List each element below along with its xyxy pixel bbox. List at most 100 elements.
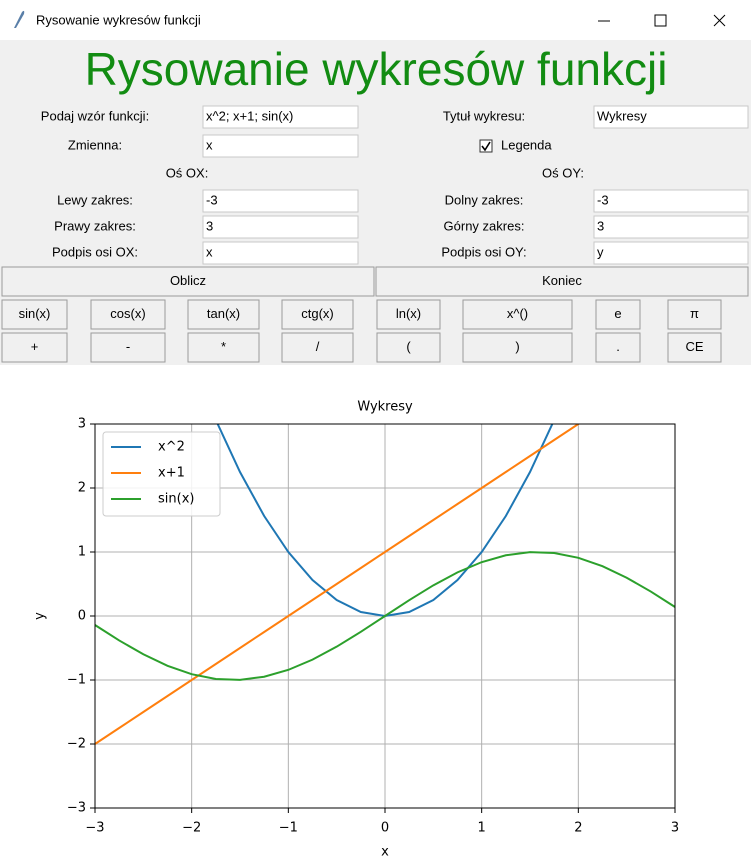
button[interactable] xyxy=(187,299,260,330)
button[interactable] xyxy=(1,299,68,330)
text-entry[interactable] xyxy=(202,189,359,213)
button-label: ln(x) xyxy=(396,306,421,321)
y-tick-label: −1 xyxy=(67,673,86,688)
section-label: Oś OY: xyxy=(542,165,584,180)
button[interactable] xyxy=(667,332,722,363)
button[interactable] xyxy=(595,299,641,330)
text-entry[interactable] xyxy=(593,241,749,265)
button-label: cos(x) xyxy=(110,306,145,321)
entry-value: x xyxy=(206,244,213,259)
text-entry[interactable] xyxy=(202,215,359,239)
text-entry[interactable] xyxy=(202,105,359,129)
button[interactable] xyxy=(281,299,354,330)
x-tick-label: 3 xyxy=(671,821,679,836)
entry-value: x^2; x+1; sin(x) xyxy=(206,108,293,123)
legend-label: sin(x) xyxy=(158,492,194,507)
button[interactable] xyxy=(376,332,441,363)
field-label: Dolny zakres: xyxy=(445,192,524,207)
checkbox-label: Legenda xyxy=(501,137,552,152)
field-label: Lewy zakres: xyxy=(57,192,133,207)
button-label: - xyxy=(126,339,130,354)
chart: Wykresy −3 −2 −1 0 1 2 3 −3 −2 −1 0 1 2 3 x y x^2 x+1 sin(x… xyxy=(33,400,680,860)
text-entry[interactable] xyxy=(593,215,749,239)
x-tick-label: −1 xyxy=(279,821,298,836)
series-line xyxy=(95,424,581,745)
button-label: CE xyxy=(685,339,703,354)
y-tick-label: 3 xyxy=(78,417,86,432)
button[interactable] xyxy=(90,332,166,363)
entry-value: x xyxy=(206,137,213,152)
button-label: Oblicz xyxy=(170,273,206,288)
button-label: tan(x) xyxy=(207,306,240,321)
form: Rysowanie wykresów funkcji Rysowanie wykr… xyxy=(1,12,749,363)
axes-frame xyxy=(94,423,676,809)
field-label: Górny zakres: xyxy=(444,218,525,233)
button[interactable] xyxy=(375,266,749,297)
field-label: Zmienna: xyxy=(68,137,122,152)
chart-title: Wykresy xyxy=(357,400,413,415)
button[interactable] xyxy=(1,266,375,297)
y-tick-label: 1 xyxy=(78,545,86,560)
button[interactable] xyxy=(90,299,166,330)
text-entry[interactable] xyxy=(202,134,359,158)
legend-label: x^2 xyxy=(158,440,185,455)
x-tick-label: 0 xyxy=(381,821,389,836)
button[interactable] xyxy=(281,332,354,363)
button-label: ( xyxy=(406,339,411,354)
button-label: x^() xyxy=(507,306,528,321)
y-tick-label: −2 xyxy=(67,737,86,752)
field-label: Podpis osi OX: xyxy=(52,244,138,259)
y-tick-label: −3 xyxy=(67,801,86,816)
button[interactable] xyxy=(667,299,722,330)
close-button[interactable] xyxy=(713,14,726,27)
entry-value: Wykresy xyxy=(597,108,647,123)
field-label: Podpis osi OY: xyxy=(441,244,526,259)
button-label: π xyxy=(690,306,699,321)
legend-box xyxy=(102,431,221,517)
x-tick-label: −2 xyxy=(182,821,201,836)
field-label: Prawy zakres: xyxy=(54,218,136,233)
checkbox[interactable] xyxy=(479,139,493,153)
legend-label: x+1 xyxy=(158,466,185,481)
entry-value: -3 xyxy=(206,192,218,207)
y-axis-label: y xyxy=(33,612,48,620)
button[interactable] xyxy=(462,332,573,363)
x-tick-label: −3 xyxy=(85,821,104,836)
button-label: * xyxy=(221,339,226,354)
button[interactable] xyxy=(1,332,68,363)
entry-value: -3 xyxy=(597,192,609,207)
entry-value: y xyxy=(597,244,604,259)
checkmark xyxy=(481,141,491,152)
x-axis-label: x xyxy=(381,845,389,860)
button-label: ) xyxy=(515,339,519,354)
x-tick-label: 2 xyxy=(574,821,582,836)
x-tick-label: 1 xyxy=(478,821,486,836)
text-entry[interactable] xyxy=(202,241,359,265)
entry-value: 3 xyxy=(206,218,213,233)
y-tick-label: 2 xyxy=(78,481,86,496)
button[interactable] xyxy=(462,299,573,330)
field-label: Tytuł wykresu: xyxy=(443,108,525,123)
button-label: / xyxy=(316,339,320,354)
button-label: ctg(x) xyxy=(301,306,334,321)
button[interactable] xyxy=(187,332,260,363)
maximize-button[interactable] xyxy=(654,14,667,27)
button-label: . xyxy=(616,339,620,354)
button[interactable] xyxy=(595,332,641,363)
button-label: + xyxy=(31,339,39,354)
text-entry[interactable] xyxy=(593,105,749,129)
entry-value: 3 xyxy=(597,218,604,233)
text-entry[interactable] xyxy=(593,189,749,213)
window-icon xyxy=(14,10,25,28)
title-bar xyxy=(0,0,751,40)
section-label: Oś OX: xyxy=(166,165,209,180)
field-label: Podaj wzór funkcji: xyxy=(41,108,149,123)
app-heading: Rysowanie wykresów funkcji xyxy=(85,43,668,95)
button-label: e xyxy=(614,306,621,321)
y-tick-label: 0 xyxy=(78,609,86,624)
window-title: Rysowanie wykresów funkcji xyxy=(36,12,201,27)
button-label: Koniec xyxy=(542,273,582,288)
button[interactable] xyxy=(376,299,441,330)
series-line xyxy=(95,551,675,681)
